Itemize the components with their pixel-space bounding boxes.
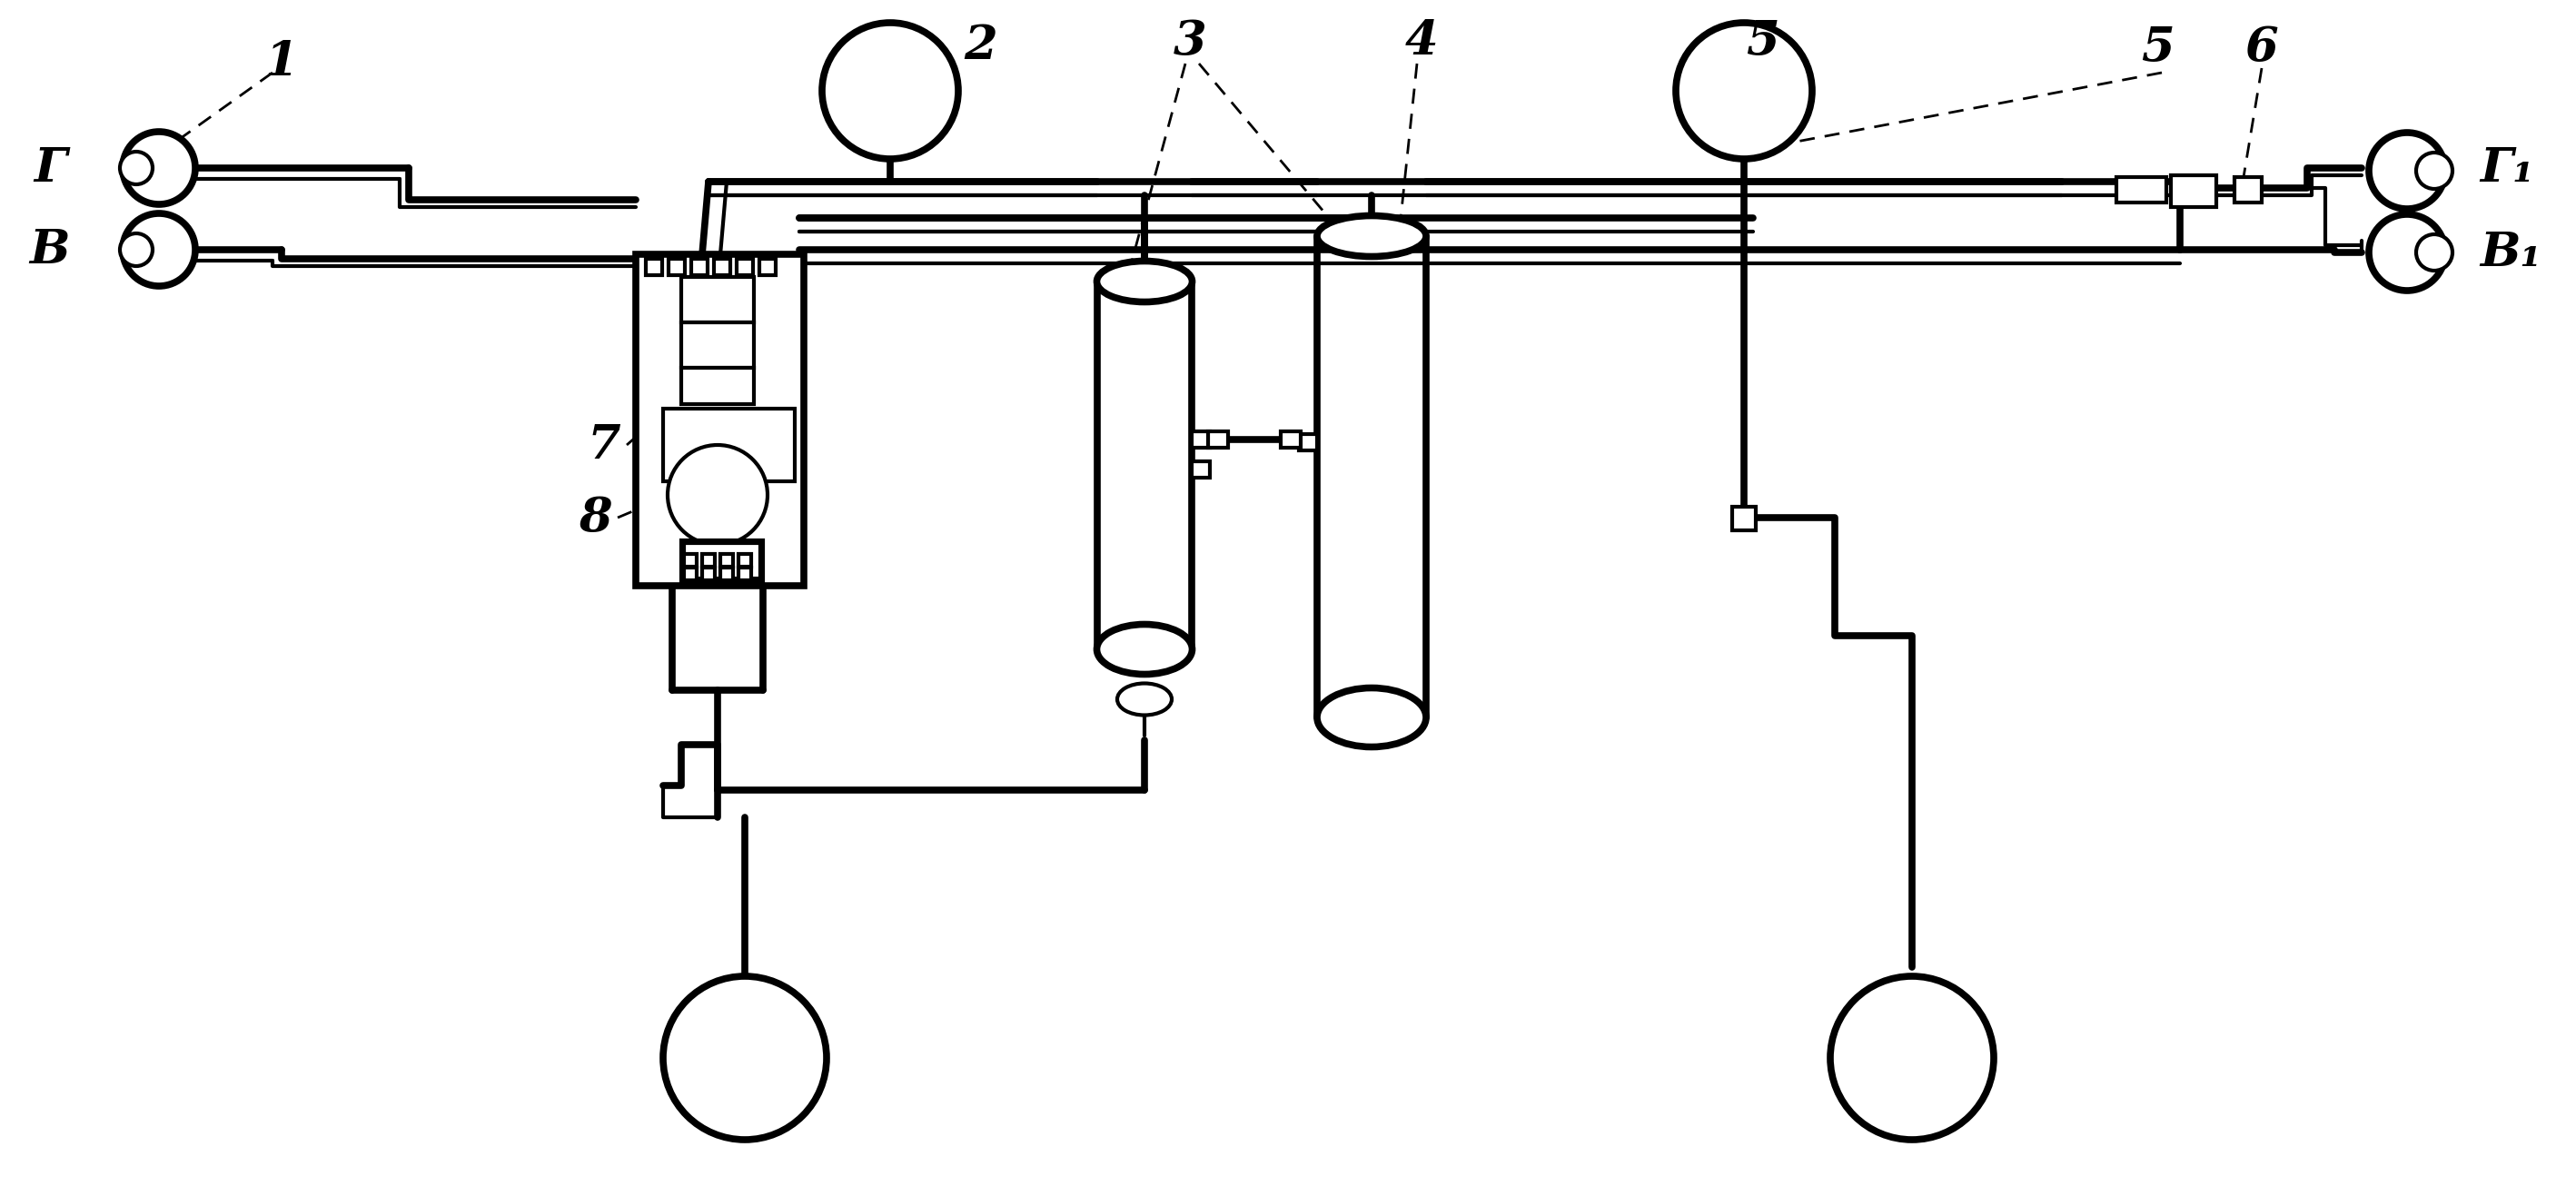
Circle shape bbox=[662, 976, 827, 1140]
Ellipse shape bbox=[1118, 683, 1172, 715]
Bar bbox=[685, 568, 696, 580]
Bar bbox=[1193, 462, 1211, 477]
Text: Г₁: Г₁ bbox=[2481, 145, 2535, 191]
Bar bbox=[680, 541, 762, 581]
Bar bbox=[690, 258, 708, 275]
Bar bbox=[760, 258, 775, 275]
Circle shape bbox=[2370, 214, 2445, 291]
Bar bbox=[1298, 434, 1316, 451]
Text: 4: 4 bbox=[1404, 18, 1437, 65]
Bar bbox=[685, 543, 760, 579]
Text: 2: 2 bbox=[963, 23, 997, 68]
Bar bbox=[636, 255, 804, 586]
Text: В₁: В₁ bbox=[2481, 230, 2543, 275]
Circle shape bbox=[121, 233, 152, 266]
Circle shape bbox=[124, 132, 196, 205]
Bar bbox=[647, 258, 662, 275]
Text: 5: 5 bbox=[1747, 18, 1780, 65]
Text: 6: 6 bbox=[2246, 24, 2277, 71]
Bar bbox=[1355, 216, 1388, 236]
Circle shape bbox=[2416, 153, 2452, 189]
Bar bbox=[670, 258, 685, 275]
Bar bbox=[1731, 507, 1757, 530]
Circle shape bbox=[822, 23, 958, 159]
Bar bbox=[1193, 432, 1211, 447]
Bar bbox=[662, 409, 796, 481]
Circle shape bbox=[1832, 976, 1994, 1140]
Circle shape bbox=[667, 445, 768, 545]
Bar bbox=[721, 568, 734, 580]
Bar bbox=[1208, 432, 1229, 447]
Bar bbox=[2233, 177, 2262, 202]
Circle shape bbox=[2370, 133, 2445, 209]
Ellipse shape bbox=[1097, 261, 1193, 301]
Bar bbox=[737, 258, 752, 275]
Text: В: В bbox=[31, 226, 70, 273]
Circle shape bbox=[2416, 234, 2452, 270]
Bar bbox=[2117, 177, 2166, 202]
Bar bbox=[703, 554, 716, 567]
Text: Г: Г bbox=[33, 145, 67, 191]
Ellipse shape bbox=[1316, 688, 1427, 748]
Ellipse shape bbox=[1097, 624, 1193, 675]
Text: 3: 3 bbox=[1172, 18, 1206, 65]
Bar bbox=[685, 554, 696, 567]
Text: 7: 7 bbox=[587, 422, 621, 468]
Bar bbox=[703, 568, 716, 580]
Bar bbox=[1128, 262, 1162, 281]
Bar bbox=[680, 368, 755, 404]
Text: 5: 5 bbox=[2141, 24, 2174, 71]
Bar bbox=[721, 554, 734, 567]
Circle shape bbox=[121, 152, 152, 184]
Ellipse shape bbox=[1316, 215, 1427, 257]
Bar bbox=[1280, 432, 1301, 447]
Bar bbox=[2172, 176, 2215, 207]
Circle shape bbox=[124, 213, 196, 286]
Text: 1: 1 bbox=[265, 38, 299, 85]
Bar bbox=[739, 554, 752, 567]
Bar bbox=[714, 258, 729, 275]
Circle shape bbox=[1677, 23, 1811, 159]
Text: 8: 8 bbox=[577, 494, 611, 541]
Bar bbox=[739, 568, 752, 580]
Bar bbox=[680, 277, 755, 323]
Bar bbox=[680, 323, 755, 368]
